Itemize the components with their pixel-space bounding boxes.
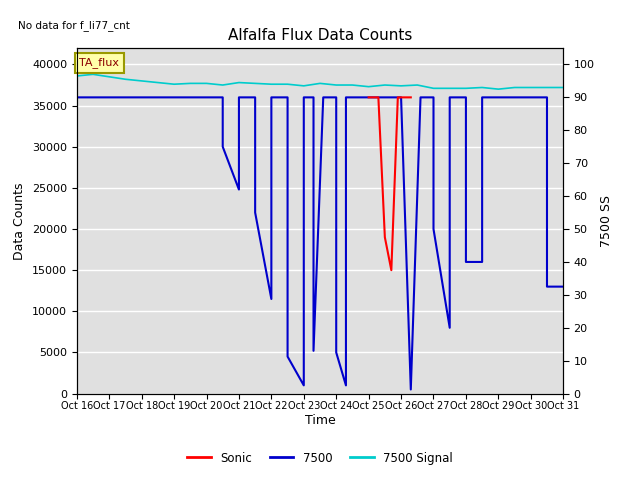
Title: Alfalfa Flux Data Counts: Alfalfa Flux Data Counts bbox=[228, 28, 412, 43]
Y-axis label: 7500 SS: 7500 SS bbox=[600, 195, 613, 247]
Text: No data for f_li77_cnt: No data for f_li77_cnt bbox=[19, 20, 131, 31]
X-axis label: Time: Time bbox=[305, 414, 335, 427]
Text: TA_flux: TA_flux bbox=[79, 57, 119, 68]
Y-axis label: Data Counts: Data Counts bbox=[13, 182, 26, 260]
Legend: Sonic, 7500, 7500 Signal: Sonic, 7500, 7500 Signal bbox=[182, 447, 458, 469]
